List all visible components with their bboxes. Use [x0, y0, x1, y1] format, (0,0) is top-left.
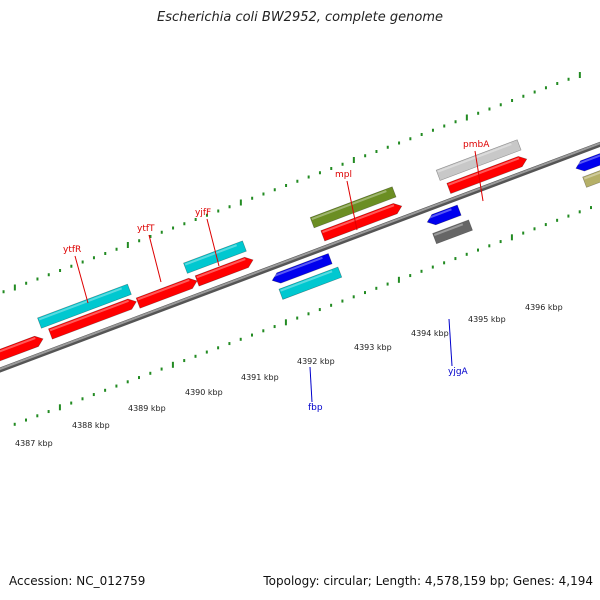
- cds-plus-ytfR: [48, 298, 137, 340]
- accession-text: Accession: NC_012759: [9, 574, 146, 588]
- feature-cyan: [183, 240, 247, 274]
- cds-plus-ytfT: [135, 277, 198, 309]
- gene-leader-line: [346, 180, 358, 231]
- scale-label: 4390 kbp: [185, 388, 223, 397]
- scale-label: 4395 kbp: [468, 315, 506, 324]
- scale-label: 4392 kbp: [297, 357, 335, 366]
- gene-label-mpl: mpl: [335, 170, 352, 180]
- feature-cyan: [278, 266, 343, 300]
- gene-label-yjgA: yjgA: [448, 367, 469, 377]
- backbone-highlight: [0, 142, 600, 371]
- gene-features: [0, 139, 600, 367]
- gene-label-yjfF: yjfF: [195, 208, 211, 218]
- gene-leader-line: [148, 234, 162, 283]
- gene-leader-line: [74, 255, 89, 304]
- gene-labels: ytfR ytfT yjfF mpl pmbA fbp yjgA: [63, 140, 490, 413]
- feature-grey: [435, 139, 522, 181]
- scale-label: 4394 kbp: [411, 329, 449, 338]
- feature-cyan: [37, 283, 132, 329]
- scale-label: 4389 kbp: [128, 404, 166, 413]
- cds-minus-fbp: [271, 253, 333, 284]
- gene-leader-line: [448, 318, 453, 367]
- gene-label-ytfR: ytfR: [63, 245, 81, 255]
- feature-khaki: [582, 163, 600, 188]
- gene-label-fbp: fbp: [308, 403, 323, 413]
- feature-dark-grey: [432, 219, 473, 245]
- gene-leader-line: [206, 218, 220, 267]
- cds-plus-pmbA: [446, 156, 528, 194]
- gene-label-ytfT: ytfT: [137, 224, 155, 234]
- scale-label: 4393 kbp: [354, 343, 392, 352]
- scale-labels: 4387 kbp 4388 kbp 4389 kbp 4390 kbp 4391 kbp…: [15, 303, 563, 448]
- genome-backbone: [0, 141, 600, 373]
- scale-label: 4396 kbp: [525, 303, 563, 312]
- map-title: Escherichia coli BW2952, complete genome: [157, 10, 443, 25]
- cds-minus-yjgA: [426, 204, 462, 226]
- scale-label: 4388 kbp: [72, 421, 110, 430]
- cds-plus: [0, 335, 44, 367]
- gene-leader-line: [474, 150, 484, 202]
- feature-olive: [309, 186, 397, 229]
- cds-minus: [575, 148, 600, 172]
- scale-label: 4387 kbp: [15, 439, 53, 448]
- tick-marks: [2, 72, 593, 426]
- genome-summary-text: Topology: circular; Length: 4,578,159 bp…: [263, 574, 593, 588]
- gene-leader-line: [309, 366, 313, 403]
- cds-plus-yjfF: [194, 256, 254, 287]
- gene-label-pmbA: pmbA: [463, 140, 490, 150]
- scale-label: 4391 kbp: [241, 373, 279, 382]
- cds-plus-mpl: [320, 203, 403, 242]
